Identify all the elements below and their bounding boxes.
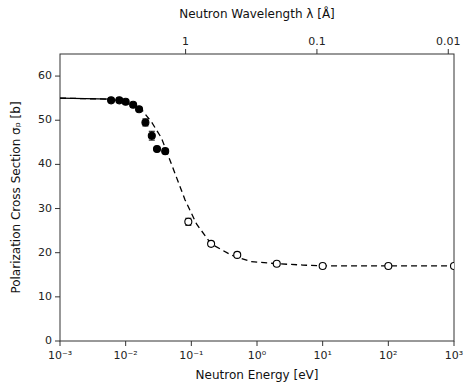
x-tick (191, 341, 192, 346)
error-bar (149, 131, 155, 140)
x-tick (454, 341, 455, 346)
error-bar-cap (149, 131, 155, 132)
x-tick (257, 341, 258, 346)
x-axis-label: Neutron Energy [eV] (196, 368, 319, 382)
x-tick-label: 10⁰ (248, 349, 267, 362)
open-point (451, 262, 455, 269)
open-point (234, 251, 241, 258)
error-bar-cap (149, 140, 155, 141)
x2-tick-label: 0.01 (436, 35, 461, 48)
y-tick-label: 30 (38, 202, 52, 215)
open-point (385, 262, 392, 269)
filled-point (148, 132, 155, 139)
x2-tick (185, 49, 186, 54)
x2-axis-label: Neutron Wavelength λ [Å] (179, 6, 335, 21)
y-tick-label: 40 (38, 157, 52, 170)
x2-tick (316, 49, 317, 54)
filled-point (136, 106, 143, 113)
y-tick (55, 341, 60, 342)
open-point (319, 262, 326, 269)
error-bar (185, 218, 191, 225)
x-tick (125, 341, 126, 346)
x2-tick-label: 0.1 (308, 35, 326, 48)
y-axis-label: Polarization Cross Section σₚ [b] (9, 101, 23, 293)
x-tick-label: 10⁻² (114, 349, 138, 362)
filled-point (153, 145, 160, 152)
background (0, 0, 474, 387)
open-point (185, 218, 192, 225)
filled-point (108, 97, 115, 104)
chart: 0 10 20 30 40 50 60 10⁻³ 10⁻² 10⁻¹ 10⁰ 10¹ 10² 10³ 1 0.… (0, 0, 474, 387)
filled-point (142, 119, 149, 126)
open-point (208, 240, 215, 247)
filled-point (116, 97, 123, 104)
x-tick (60, 341, 61, 346)
y-tick (55, 76, 60, 77)
y-tick (55, 252, 60, 253)
filled-point (122, 98, 129, 105)
y-tick-label: 50 (38, 113, 52, 126)
y-tick-label: 60 (38, 69, 52, 82)
y-tick (55, 164, 60, 165)
x-tick-label: 10¹ (313, 349, 331, 362)
y-tick-label: 10 (38, 290, 52, 303)
plot-data (60, 97, 454, 270)
solid-line (60, 98, 111, 100)
y-tick (55, 296, 60, 297)
x2-tick (448, 49, 449, 54)
y-tick-label: 0 (45, 334, 52, 347)
y-tick (55, 208, 60, 209)
plot-frame (60, 54, 454, 341)
x2-tick-label: 1 (182, 35, 189, 48)
dashed-curve (60, 98, 454, 266)
x-tick-label: 10⁻³ (48, 349, 72, 362)
error-bar (142, 119, 148, 126)
open-point (273, 260, 280, 267)
y-tick (55, 120, 60, 121)
x-tick (388, 341, 389, 346)
filled-point (162, 148, 169, 155)
x-tick (322, 341, 323, 346)
x-tick-label: 10² (379, 349, 397, 362)
x-tick-label: 10³ (445, 349, 463, 362)
y-tick-label: 20 (38, 246, 52, 259)
x-tick-label: 10⁻¹ (179, 349, 203, 362)
